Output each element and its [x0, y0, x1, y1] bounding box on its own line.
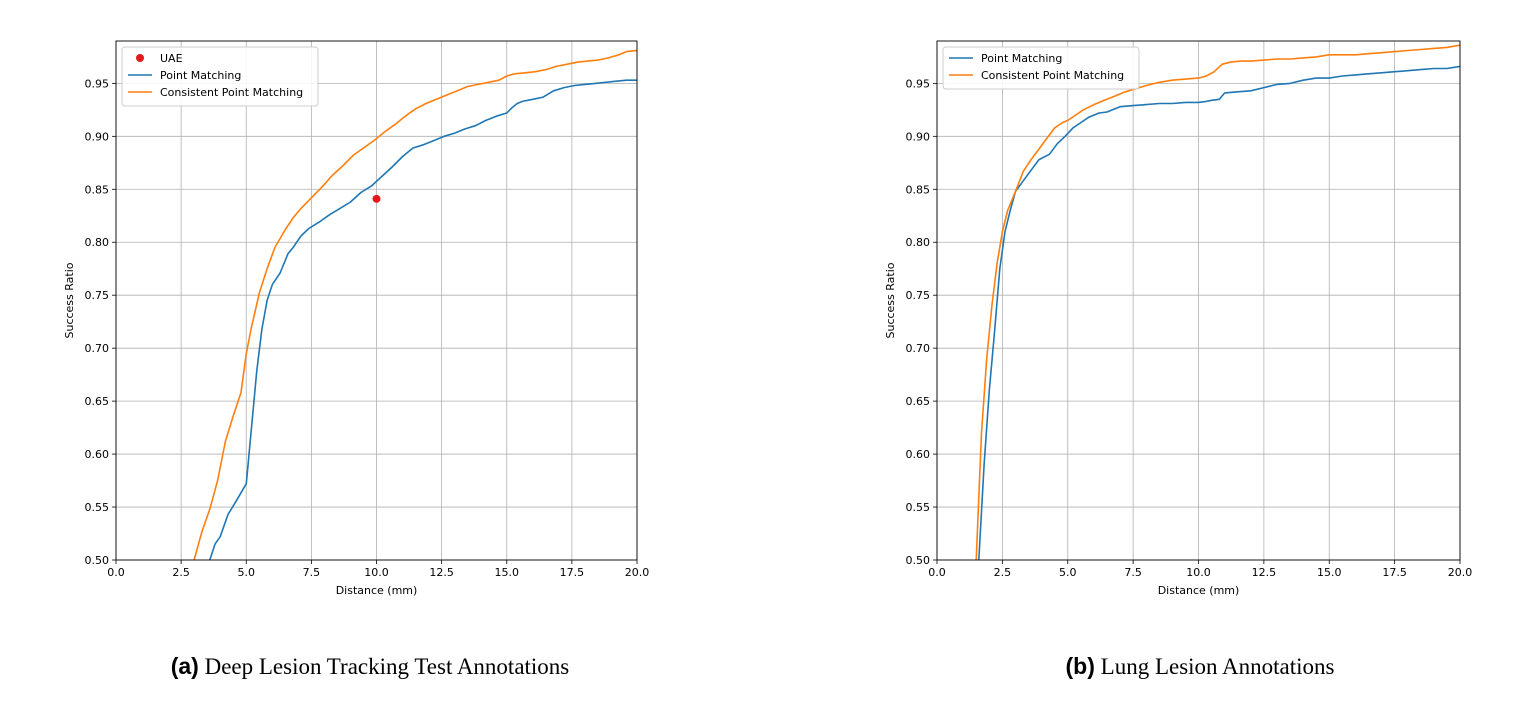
series-line-point-matching	[209, 79, 637, 560]
y-axis-label: Success Ratio	[63, 262, 76, 338]
y-tick-label: 0.75	[85, 289, 110, 302]
y-tick-label: 0.95	[85, 77, 110, 90]
x-tick-label: 20.0	[625, 566, 650, 579]
y-tick-label: 0.55	[906, 501, 931, 514]
x-tick-label: 2.5	[994, 566, 1012, 579]
plot-area	[975, 44, 1460, 560]
x-tick-label: 0.0	[107, 566, 125, 579]
y-tick-label: 0.65	[906, 395, 931, 408]
x-tick-label: 2.5	[172, 566, 190, 579]
legend-label: UAE	[160, 52, 183, 65]
x-tick-label: 10.0	[1186, 566, 1211, 579]
series-line-consistent-point-matching	[193, 49, 637, 560]
caption-a-text: Deep Lesion Tracking Test Annotations	[204, 654, 570, 679]
x-tick-label: 7.5	[303, 566, 321, 579]
y-tick-label: 0.70	[85, 342, 110, 355]
plot-area	[193, 49, 637, 560]
y-tick-label: 0.90	[906, 130, 931, 143]
x-tick-label: 17.5	[1382, 566, 1407, 579]
x-tick-label: 20.0	[1448, 566, 1473, 579]
x-tick-label: 7.5	[1124, 566, 1142, 579]
y-tick-label: 0.80	[85, 236, 110, 249]
axes-frame	[115, 40, 638, 561]
legend-box	[121, 46, 319, 107]
series-point-uae	[372, 194, 381, 203]
x-tick-label: 5.0	[238, 566, 256, 579]
y-tick-label: 0.60	[906, 448, 931, 461]
y-tick-label: 0.85	[906, 183, 931, 196]
x-tick-label: 15.0	[495, 566, 520, 579]
legend-swatch-marker	[136, 54, 144, 62]
caption-b-tag: (b)	[1065, 653, 1095, 679]
legend-box	[942, 46, 1140, 90]
caption-b-text: Lung Lesion Annotations	[1100, 654, 1335, 679]
series-line-consistent-point-matching	[975, 44, 1460, 560]
x-axis-label: Distance (mm)	[1158, 584, 1240, 597]
caption-a-tag: (a)	[170, 653, 199, 679]
x-tick-label: 15.0	[1317, 566, 1342, 579]
chart-lung-lesion: 0.0 2.5 5.0 7.5 10.0 12.5 15.0 17.5 20.0 0.50 0.55…	[884, 40, 1473, 597]
x-tick-label: 10.0	[364, 566, 389, 579]
y-axis-label: Success Ratio	[884, 262, 897, 338]
y-tick-label: 0.50	[85, 554, 110, 567]
caption-b: (b) Lung Lesion Annotations	[880, 650, 1520, 682]
y-tick-label: 0.65	[85, 395, 110, 408]
x-tick-label: 0.0	[928, 566, 946, 579]
y-tick-label: 0.50	[906, 554, 931, 567]
y-tick-label: 0.90	[85, 130, 110, 143]
chart-deep-lesion: 0.0 2.5 5.0 7.5 10.0 12.5 15.0 17.5 20.0 0.50 0.55…	[63, 40, 650, 597]
y-tick-label: 0.85	[85, 183, 110, 196]
x-axis-label: Distance (mm)	[336, 584, 418, 597]
caption-a: (a) Deep Lesion Tracking Test Annotation…	[60, 650, 680, 682]
legend-label: Point Matching	[981, 52, 1062, 65]
legend-label: Consistent Point Matching	[981, 69, 1124, 82]
y-tick-label: 0.95	[906, 77, 931, 90]
y-tick-label: 0.60	[85, 448, 110, 461]
x-tick-label: 12.5	[429, 566, 454, 579]
y-tick-label: 0.70	[906, 342, 931, 355]
legend-label: Point Matching	[160, 69, 241, 82]
axes-frame	[936, 40, 1461, 561]
x-tick-label: 12.5	[1252, 566, 1277, 579]
legend-label: Consistent Point Matching	[160, 86, 303, 99]
series-line-point-matching	[978, 65, 1460, 560]
x-tick-label: 17.5	[560, 566, 585, 579]
y-tick-label: 0.80	[906, 236, 931, 249]
y-tick-label: 0.75	[906, 289, 931, 302]
y-tick-label: 0.55	[85, 501, 110, 514]
x-tick-label: 5.0	[1059, 566, 1077, 579]
